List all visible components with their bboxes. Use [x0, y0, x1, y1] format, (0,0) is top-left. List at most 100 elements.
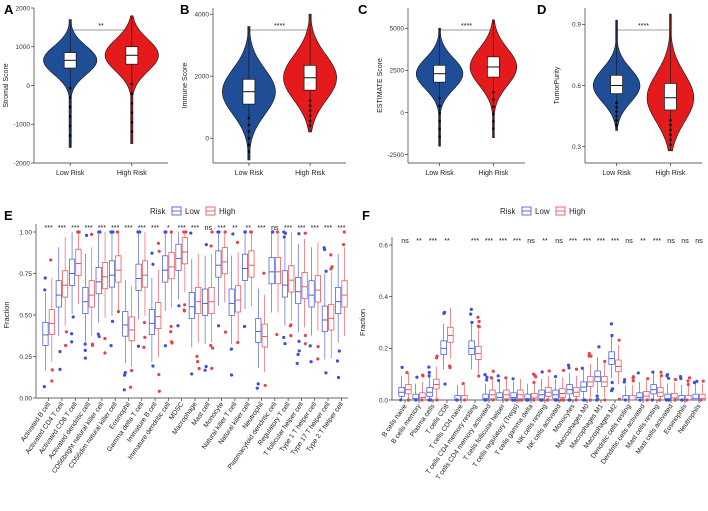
y-tick-label: -2000 — [13, 160, 30, 167]
y-axis-title: Stromal Score — [3, 63, 10, 107]
outlier-point-high — [434, 356, 439, 360]
outlier-point-low — [282, 230, 286, 234]
outlier-point-high — [476, 315, 480, 319]
outlier-point — [492, 90, 495, 94]
panel-letter-d: D — [537, 2, 546, 17]
outlier-point — [669, 118, 672, 122]
outlier-point — [247, 130, 251, 133]
outlier-point-high — [504, 376, 508, 380]
outlier-point — [247, 150, 251, 153]
outlier-point-high — [574, 398, 578, 402]
box-high — [275, 257, 282, 285]
box-high — [314, 275, 321, 303]
outlier-point-low — [163, 344, 167, 348]
significance-label: *** — [611, 238, 619, 245]
outlier-point — [438, 112, 441, 115]
significance-label: *** — [429, 238, 437, 245]
outlier-point-high — [289, 333, 293, 338]
outlier-point-low — [553, 374, 558, 379]
significance-label: ** — [416, 238, 422, 245]
outlier-point — [247, 116, 251, 120]
outlier-point-low — [695, 379, 699, 383]
outlier-point-low — [122, 388, 126, 392]
outlier-point-high — [532, 398, 536, 402]
outlier-point-high — [646, 377, 650, 381]
outlier-point-low — [309, 360, 313, 364]
outlier-point — [615, 114, 618, 118]
outlier-point-high — [477, 325, 481, 329]
outlier-point-low — [567, 366, 571, 370]
box-high — [141, 260, 148, 288]
box-high — [195, 287, 202, 315]
outlier-point-low — [580, 366, 584, 370]
box-high — [288, 265, 295, 293]
outlier-point-high — [686, 379, 690, 383]
significance-label: ns — [681, 238, 689, 245]
outlier-point-low — [610, 333, 614, 338]
significance-label: ns — [401, 238, 409, 245]
outlier-point-low — [650, 398, 654, 402]
y-tick-label: 0.50 — [19, 312, 32, 319]
outlier-point-low — [43, 288, 47, 292]
outlier-point-low — [84, 233, 89, 237]
y-tick-label: 0.2 — [379, 346, 388, 353]
outlier-point-low — [680, 398, 684, 402]
significance-label: *** — [513, 238, 521, 245]
box-low — [42, 321, 49, 346]
outlier-point-high — [657, 398, 662, 402]
box-high — [235, 285, 242, 313]
x-tick-label: Low Risk — [235, 170, 264, 177]
outlier-point-low — [216, 230, 220, 234]
outlier-point-low — [427, 374, 431, 378]
outlier-point — [492, 127, 495, 130]
y-tick-label: 0.6 — [379, 242, 388, 249]
outlier-point-high — [115, 230, 120, 234]
outlier-point-low — [163, 230, 167, 234]
outlier-point-low — [337, 349, 341, 353]
box-low — [55, 280, 62, 308]
outlier-point-high — [545, 398, 550, 402]
box-iqr — [610, 74, 623, 95]
outlier-point-low — [513, 398, 517, 402]
outlier-point-high — [491, 398, 495, 402]
outlier-point-low — [485, 375, 489, 379]
outlier-point-high — [520, 398, 524, 402]
box-high — [341, 280, 348, 308]
outlier-point-low — [96, 332, 100, 336]
outlier-point-high — [489, 376, 493, 380]
box-low — [608, 351, 615, 365]
outlier-point-low — [470, 320, 474, 324]
box-low — [122, 311, 129, 337]
x-tick-label: Low Risk — [602, 170, 631, 177]
y-tick-label: -2500 — [387, 152, 404, 159]
box-low — [242, 253, 249, 281]
outlier-point-low — [203, 368, 207, 372]
legend-title: Risk — [150, 207, 167, 216]
outlier-point-high — [699, 398, 703, 402]
significance-label: ** — [542, 238, 548, 245]
box-low — [440, 340, 447, 355]
outlier-point-high — [631, 376, 635, 380]
outlier-point-low — [83, 342, 87, 346]
outlier-point — [669, 133, 672, 137]
outlier-point-low — [414, 398, 418, 402]
outlier-point-low — [71, 315, 75, 319]
outlier-point-high — [90, 343, 95, 348]
outlier-point — [130, 101, 134, 105]
significance-label: *** — [58, 225, 66, 232]
significance-label: *** — [111, 225, 119, 232]
outlier-point-low — [667, 398, 671, 402]
outlier-point-low — [70, 340, 74, 344]
outlier-point-low — [609, 322, 614, 326]
outlier-point-low — [400, 365, 404, 369]
outlier-point-high — [303, 333, 307, 338]
box-low — [281, 270, 288, 298]
outlier-point-low — [443, 382, 447, 386]
outlier-point-low — [336, 375, 341, 380]
significance-label: *** — [311, 225, 319, 232]
outlier-point-low — [308, 344, 312, 348]
outlier-point-low — [282, 235, 286, 239]
outlier-point-high — [532, 380, 536, 385]
outlier-point — [438, 119, 441, 123]
box-low — [692, 393, 699, 401]
